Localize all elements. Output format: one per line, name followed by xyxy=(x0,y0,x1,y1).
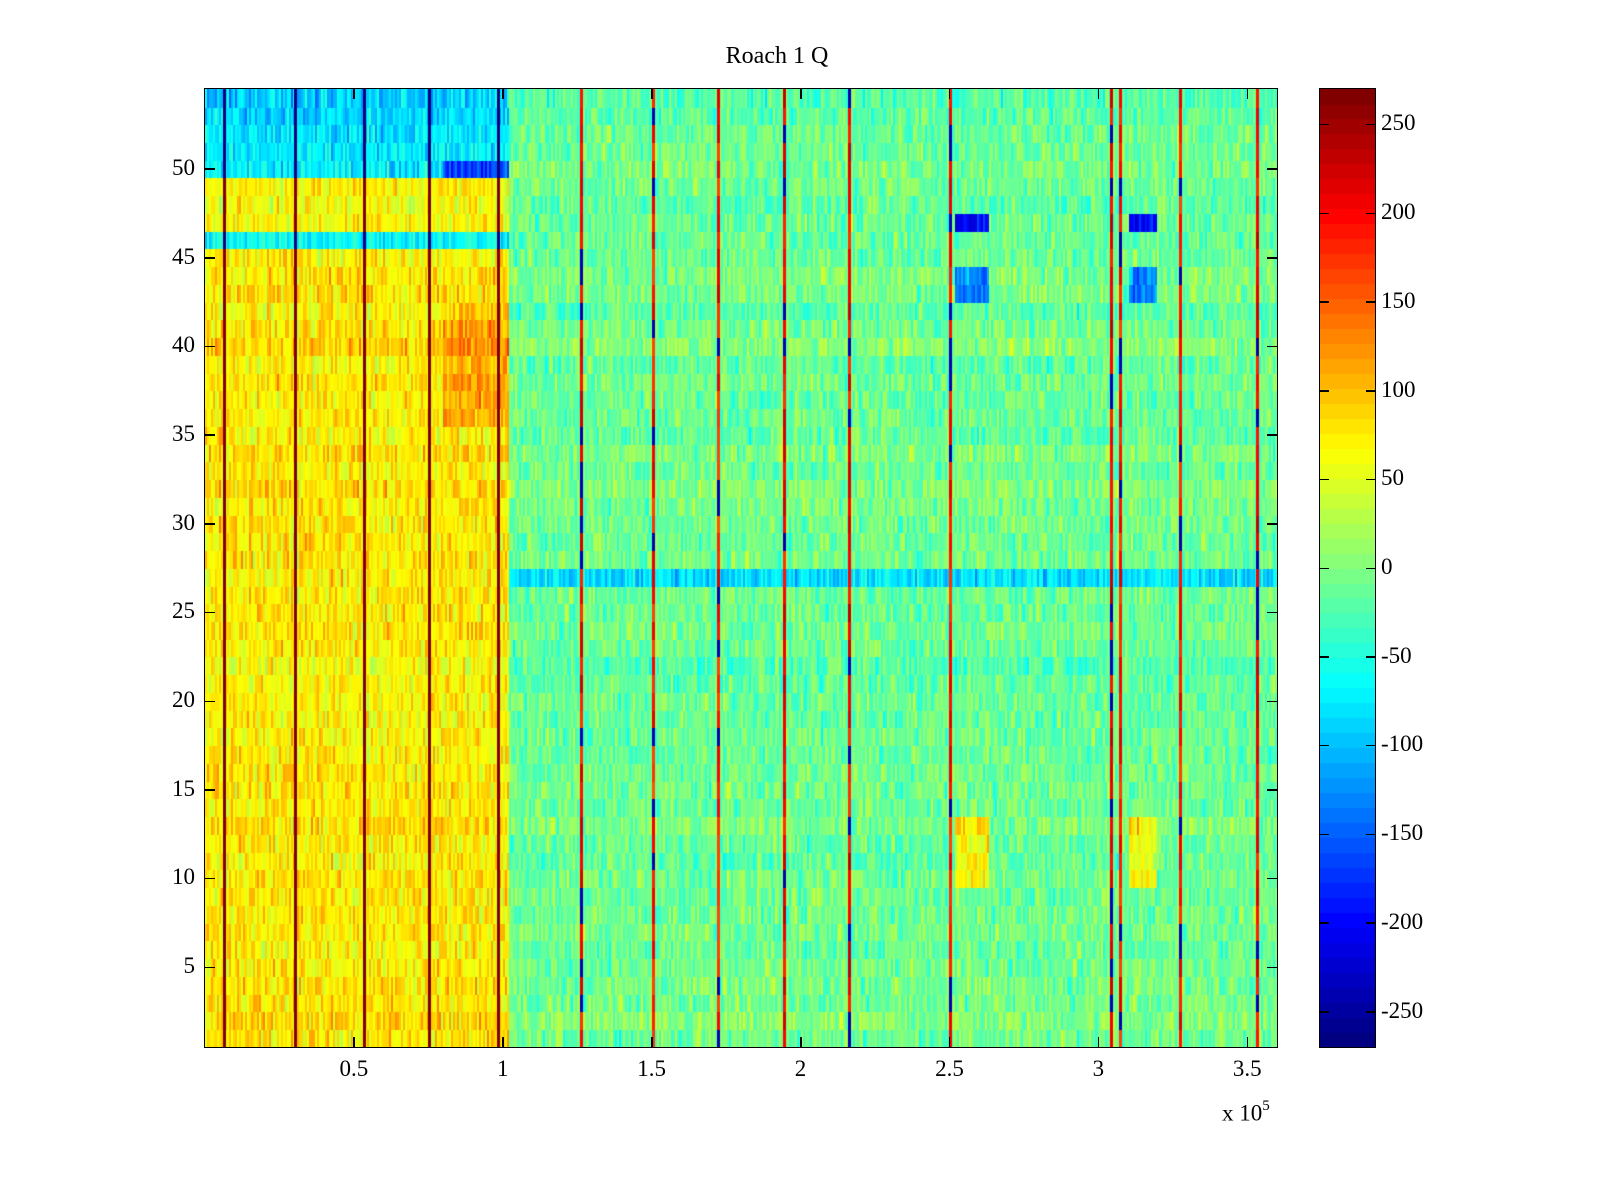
chart-title: Roach 1 Q xyxy=(725,43,829,69)
colorbar-tick-mark xyxy=(1320,390,1329,392)
colorbar-tick-mark-right xyxy=(1366,478,1375,481)
x-tick-mark xyxy=(1097,1037,1100,1047)
y-tick-mark xyxy=(205,523,215,525)
x-tick-mark-top xyxy=(1097,89,1100,99)
x-tick-label: 1 xyxy=(497,1056,509,1081)
y-tick-mark-right xyxy=(1267,966,1277,969)
colorbar-gradient xyxy=(1320,89,1375,1047)
colorbar-tick-label: -50 xyxy=(1381,642,1412,668)
y-tick-label: 10 xyxy=(172,864,195,890)
y-tick-mark-right xyxy=(1267,168,1277,170)
x-tick-mark xyxy=(1246,1037,1249,1047)
colorbar-tick-label: 0 xyxy=(1381,554,1393,579)
x-tick-mark-top xyxy=(502,89,504,99)
colorbar-tick-label: 50 xyxy=(1381,465,1404,491)
colorbar-tick-label: -100 xyxy=(1381,731,1424,757)
y-tick-mark-right xyxy=(1267,789,1277,791)
colorbar-tick-mark xyxy=(1320,567,1329,569)
x-tick-mark-top xyxy=(1246,89,1249,99)
x-tick-mark xyxy=(502,1037,504,1047)
x-multiplier-base: x 10 xyxy=(1222,1100,1263,1126)
colorbar-tick-label: -200 xyxy=(1381,908,1424,934)
heatmap-plot-area xyxy=(205,89,1277,1047)
y-tick-label: 25 xyxy=(172,598,195,624)
y-tick-mark-right xyxy=(1267,877,1277,880)
colorbar-tick-mark xyxy=(1320,123,1329,126)
x-multiplier-exponent: 5 xyxy=(1262,1098,1270,1114)
x-tick-label: 2 xyxy=(794,1056,807,1081)
colorbar-tick-mark-right xyxy=(1366,1011,1375,1013)
colorbar-tick-mark xyxy=(1320,1011,1329,1013)
colorbar-tick-label: 250 xyxy=(1381,110,1416,136)
y-tick-mark xyxy=(205,257,215,259)
x-tick-mark-top xyxy=(353,89,355,99)
colorbar-tick-mark-right xyxy=(1366,212,1375,215)
y-tick-label: 20 xyxy=(172,687,195,713)
y-tick-mark xyxy=(205,700,215,703)
colorbar-tick-mark xyxy=(1320,301,1329,303)
y-tick-label: 30 xyxy=(172,509,195,535)
x-tick-mark xyxy=(948,1037,951,1047)
colorbar-tick-mark-right xyxy=(1366,922,1375,924)
colorbar xyxy=(1320,89,1375,1047)
y-tick-mark xyxy=(205,966,215,969)
y-tick-label: 50 xyxy=(172,154,195,180)
colorbar-tick-mark xyxy=(1320,478,1329,481)
x-tick-label: 0.5 xyxy=(339,1056,369,1081)
y-tick-mark-right xyxy=(1267,611,1277,614)
y-tick-label: 35 xyxy=(172,420,195,446)
x-tick-mark-top xyxy=(651,89,653,99)
x-tick-label: 3.5 xyxy=(1232,1056,1262,1081)
colorbar-tick-label: 150 xyxy=(1381,287,1416,313)
y-tick-mark xyxy=(205,168,215,170)
x-axis-multiplier: x 105 xyxy=(1222,1098,1270,1127)
colorbar-tick-mark-right xyxy=(1366,567,1375,569)
colorbar-tick-mark xyxy=(1320,656,1329,658)
colorbar-tick-mark xyxy=(1320,922,1329,924)
x-tick-mark xyxy=(353,1037,355,1047)
y-tick-mark xyxy=(205,434,215,436)
colorbar-tick-mark-right xyxy=(1366,656,1375,658)
x-tick-label: 2.5 xyxy=(935,1056,964,1081)
colorbar-tick-label: 100 xyxy=(1381,376,1416,402)
heatmap-canvas xyxy=(205,89,1277,1047)
x-tick-mark-top xyxy=(800,89,802,99)
colorbar-tick-mark xyxy=(1320,833,1329,836)
x-tick-mark-top xyxy=(948,89,951,99)
y-tick-mark xyxy=(205,611,215,614)
colorbar-tick-label: 200 xyxy=(1381,199,1416,225)
y-tick-mark-right xyxy=(1267,345,1277,348)
y-tick-label: 5 xyxy=(183,953,196,979)
y-tick-label: 40 xyxy=(172,332,195,358)
y-tick-mark-right xyxy=(1267,434,1277,436)
colorbar-tick-mark xyxy=(1320,212,1329,215)
y-tick-mark-right xyxy=(1267,700,1277,703)
y-tick-label: 45 xyxy=(172,243,195,269)
y-tick-mark-right xyxy=(1267,257,1277,259)
y-tick-mark xyxy=(205,877,215,880)
x-tick-label: 1.5 xyxy=(637,1056,667,1081)
colorbar-tick-mark-right xyxy=(1366,123,1375,126)
x-tick-mark xyxy=(800,1037,802,1047)
y-tick-mark-right xyxy=(1267,523,1277,525)
colorbar-tick-label: -150 xyxy=(1381,820,1424,846)
y-tick-label: 15 xyxy=(172,775,195,801)
y-tick-mark xyxy=(205,345,215,348)
y-tick-mark xyxy=(205,789,215,791)
x-tick-label: 3 xyxy=(1092,1056,1105,1081)
colorbar-tick-label: -250 xyxy=(1381,997,1424,1023)
colorbar-tick-mark xyxy=(1320,744,1329,747)
x-tick-mark xyxy=(651,1037,653,1047)
colorbar-tick-mark-right xyxy=(1366,833,1375,836)
colorbar-tick-mark-right xyxy=(1366,390,1375,392)
colorbar-tick-mark-right xyxy=(1366,744,1375,747)
colorbar-tick-mark-right xyxy=(1366,301,1375,303)
